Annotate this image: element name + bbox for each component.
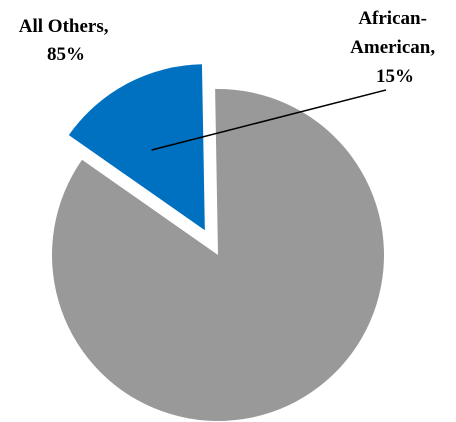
leader-line-african-american — [151, 89, 387, 151]
data-label-african-american: African- American, 15% — [350, 8, 440, 87]
data-label-all-others-line-1: All Others, — [19, 16, 109, 37]
data-label-all-others: All Others, 85% — [19, 16, 113, 65]
pie-slice-all-others — [51, 89, 384, 421]
data-label-african-american-line-2: American, — [350, 37, 435, 58]
data-label-african-american-line-3: 15% — [376, 66, 414, 87]
data-label-african-american-line-1: African- — [358, 8, 427, 29]
pie-slice-african-american — [68, 64, 205, 231]
data-label-all-others-line-2: 85% — [47, 44, 85, 65]
